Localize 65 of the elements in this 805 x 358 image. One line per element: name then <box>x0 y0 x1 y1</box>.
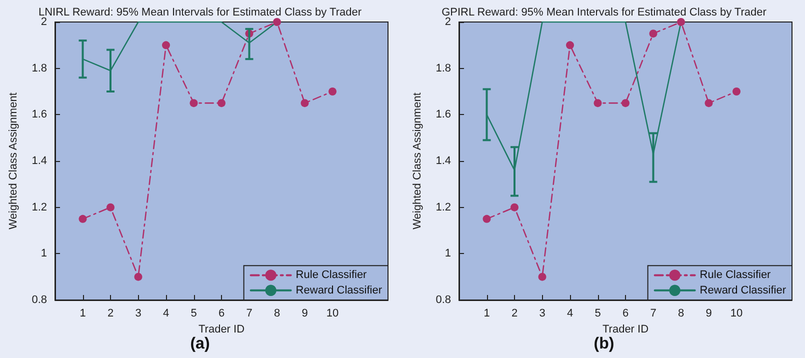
point <box>538 272 546 281</box>
text: (b) <box>594 336 614 352</box>
point <box>106 203 114 212</box>
y-tick-label: 0.8 <box>32 294 47 306</box>
point <box>134 272 142 281</box>
point <box>594 99 602 108</box>
x-tick-label: 7 <box>650 308 656 320</box>
y-tick-label: 1.4 <box>32 155 47 167</box>
point <box>273 18 281 26</box>
x-tick-label: 8 <box>274 308 280 320</box>
point <box>622 99 630 108</box>
x-tick-label: 5 <box>594 308 601 320</box>
point <box>510 203 518 212</box>
x-tick-label: 3 <box>135 308 142 320</box>
x-tick-label: 2 <box>107 308 114 320</box>
x-tick-label: 4 <box>566 308 574 320</box>
point <box>218 99 226 108</box>
x-tick-label: 5 <box>190 308 197 320</box>
y-tick-label: 1.6 <box>32 108 47 121</box>
y-tick-label: 1 <box>40 248 47 260</box>
x-tick-label: 9 <box>302 308 308 320</box>
x-tick-label: 1 <box>484 308 490 320</box>
y-axis-title: Weighted Class Assignment <box>412 92 424 230</box>
legend-label: Rule Classifier <box>296 269 368 282</box>
y-axis-title: Weighted Class Assignment <box>8 92 20 230</box>
point <box>482 214 491 223</box>
x-tick-label: 6 <box>622 308 629 320</box>
x-tick-label: 6 <box>218 308 225 320</box>
x-axis-title: Trader ID <box>602 323 649 336</box>
point <box>162 41 170 50</box>
point <box>704 99 713 108</box>
point <box>649 30 658 38</box>
y-tick-label: 1 <box>444 248 451 260</box>
x-tick-label: 10 <box>730 308 743 320</box>
point <box>566 41 574 50</box>
x-tick-label: 7 <box>246 308 252 320</box>
chart-title: GPIRL Reward: 95% Mean Intervals for Estimated Class by Trader <box>442 6 767 18</box>
y-tick-label: 1.6 <box>436 108 451 121</box>
y-tick-label: 1.2 <box>436 201 451 214</box>
legend-label: Reward Classifier <box>700 284 786 296</box>
legend-label: Reward Classifier <box>296 284 382 296</box>
x-tick-label: 10 <box>326 308 339 320</box>
y-tick-label: 1.4 <box>436 155 451 167</box>
y-tick-label: 1.8 <box>32 62 47 74</box>
y-tick-label: 2 <box>40 16 47 28</box>
x-tick-label: 3 <box>539 308 546 320</box>
point <box>328 88 336 96</box>
y-tick-label: 0.8 <box>436 294 451 306</box>
point <box>78 214 87 223</box>
x-tick-label: 2 <box>511 308 518 320</box>
x-tick-label: 9 <box>706 308 712 320</box>
point <box>190 99 198 108</box>
y-tick-label: 1.8 <box>436 62 451 74</box>
text: (a) <box>190 336 210 352</box>
point <box>300 99 309 108</box>
y-tick-label: 2 <box>444 16 451 28</box>
x-tick-label: 4 <box>162 308 170 320</box>
x-axis-title: Trader ID <box>198 323 245 336</box>
x-tick-label: 1 <box>80 308 86 320</box>
legend-label: Rule Classifier <box>700 269 772 282</box>
chart-title: LNIRL Reward: 95% Mean Intervals for Estimated Class by Trader <box>38 6 362 18</box>
point <box>677 18 685 26</box>
y-tick-label: 1.2 <box>32 201 47 214</box>
point <box>732 88 740 96</box>
x-tick-label: 8 <box>678 308 684 320</box>
